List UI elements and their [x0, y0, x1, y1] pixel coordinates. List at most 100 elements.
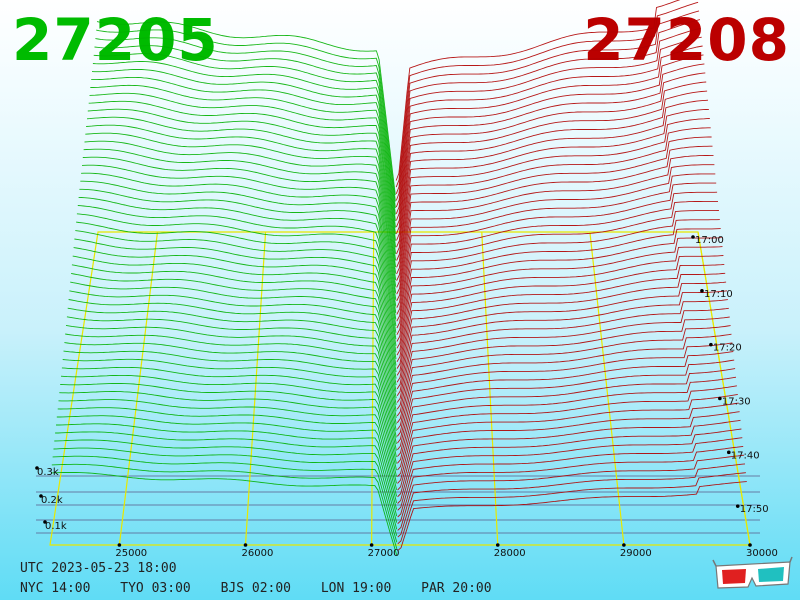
bids-line	[68, 299, 397, 418]
bids-line	[91, 69, 396, 235]
bids-line	[53, 447, 398, 536]
asks-line	[396, 200, 718, 335]
asks-line	[397, 402, 739, 491]
asks-line	[396, 90, 708, 255]
asks-line	[397, 342, 733, 444]
asks-line	[396, 325, 731, 430]
time-tick-label: 17:20	[713, 343, 742, 354]
depth-lines	[50, 0, 747, 556]
asks-line	[397, 351, 734, 451]
bids-line	[74, 238, 397, 373]
bids-line	[54, 439, 398, 530]
bids-line	[96, 29, 396, 202]
asks-line	[396, 191, 718, 329]
grid-line-27000	[371, 231, 375, 546]
bids-line	[86, 116, 397, 274]
bids-line	[82, 156, 397, 307]
asks-line	[397, 368, 736, 464]
bids-line	[71, 264, 397, 392]
timezone-row: NYC 14:00 TYO 03:00 BJS 02:00 LON 19:00 …	[20, 581, 514, 596]
asks-line	[396, 127, 711, 281]
x-tick-mark	[748, 543, 752, 547]
asks-line	[397, 463, 746, 538]
bids-line	[90, 84, 397, 248]
bids-line	[78, 196, 397, 340]
bids-line	[86, 124, 397, 281]
asks-line	[397, 359, 735, 457]
grid-line-30000	[697, 231, 751, 546]
asks-line	[395, 45, 703, 221]
bids-line	[95, 37, 396, 209]
asks-line	[396, 246, 723, 369]
time-tick-mark	[700, 289, 704, 293]
asks-line	[396, 299, 728, 410]
asks-line	[395, 27, 701, 208]
x-tick-mark	[117, 543, 122, 547]
asks-line	[396, 228, 721, 356]
depth-tick-label: 0.2k	[41, 495, 63, 506]
asks-line	[396, 136, 712, 288]
x-tick-mark	[243, 543, 248, 547]
x-tick-label: 30000	[746, 548, 778, 559]
asks-line	[396, 173, 716, 315]
asks-line	[396, 237, 722, 363]
asks-line	[396, 333, 732, 437]
bids-line	[94, 45, 396, 215]
asks-line	[395, 63, 705, 234]
tz-bjs: BJS 02:00	[220, 581, 292, 596]
axis-layer: 25000 26000 27000 28000 29000 30000 0.1k 0.2k 0.…	[35, 235, 778, 559]
bids-line	[84, 140, 397, 294]
time-tick-label: 17:50	[740, 504, 769, 515]
time-tick-label: 17:10	[704, 289, 733, 300]
asks-line	[396, 255, 724, 376]
time-tick-label: 17:30	[722, 397, 751, 408]
asks-line	[396, 316, 730, 424]
depth-tick-mark	[39, 494, 43, 498]
bids-line	[76, 221, 397, 359]
bids-line	[57, 407, 398, 504]
bids-line	[81, 172, 397, 320]
bids-line	[67, 307, 397, 425]
bids-line	[55, 431, 398, 523]
time-tick-mark	[691, 235, 695, 239]
asks-line	[397, 437, 743, 518]
grid-line-25000	[118, 231, 159, 546]
bids-line	[65, 333, 397, 445]
asks-line	[396, 281, 727, 396]
bids-line	[79, 188, 397, 333]
asks-line	[397, 385, 737, 478]
bids-line	[93, 53, 396, 222]
grid-line-29000	[589, 231, 625, 546]
bids-line	[56, 415, 398, 510]
depth-tick-label: 0.1k	[45, 521, 67, 532]
bids-line	[87, 108, 397, 268]
tz-nyc: NYC 14:00	[20, 581, 91, 596]
bids-line	[58, 399, 398, 497]
asks-line	[395, 1, 699, 188]
bids-line	[70, 281, 397, 405]
x-tick-label: 29000	[620, 548, 652, 559]
x-tick-mark	[369, 543, 374, 547]
bids-line	[85, 132, 397, 287]
asks-line	[395, 0, 681, 181]
bids-line	[52, 455, 398, 543]
bids-line	[64, 342, 397, 451]
x-tick-mark	[495, 543, 500, 547]
grid-line-26000	[244, 231, 267, 546]
asks-line	[395, 36, 702, 214]
tz-lon: LON 19:00	[320, 581, 392, 596]
tz-par: PAR 20:00	[421, 581, 492, 596]
asks-line	[397, 411, 740, 498]
bids-line	[56, 423, 398, 517]
bids-line	[91, 76, 396, 241]
bids-line	[92, 61, 396, 228]
asks-line	[396, 307, 729, 417]
bids-line	[80, 180, 397, 327]
bids-line	[73, 247, 397, 379]
x-tick-label: 25000	[115, 548, 147, 559]
3d-glasses-icon[interactable]	[712, 556, 794, 592]
grid-layer	[36, 231, 760, 546]
bids-line	[59, 391, 398, 490]
time-tick-label: 17:00	[695, 235, 724, 246]
bids-line	[88, 100, 397, 261]
